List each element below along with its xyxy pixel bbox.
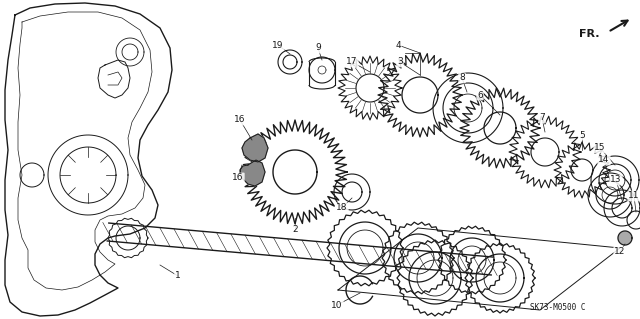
Text: 13: 13 [611, 175, 621, 184]
Text: 16: 16 [232, 174, 244, 182]
Text: FR.: FR. [579, 29, 600, 39]
Text: 17: 17 [346, 57, 358, 66]
Text: 8: 8 [459, 73, 465, 83]
Text: 11: 11 [628, 191, 640, 201]
Text: 2: 2 [292, 226, 298, 234]
Polygon shape [240, 160, 265, 186]
Text: SK73-M0500 C: SK73-M0500 C [530, 303, 586, 313]
Polygon shape [242, 134, 268, 162]
Text: 10: 10 [332, 300, 343, 309]
Polygon shape [618, 231, 632, 245]
Text: 18: 18 [336, 204, 348, 212]
Text: 3: 3 [397, 57, 403, 66]
Text: 15: 15 [595, 144, 605, 152]
Text: 14: 14 [598, 155, 610, 165]
Text: 12: 12 [614, 248, 626, 256]
Text: 1: 1 [175, 271, 181, 280]
Text: 16: 16 [234, 115, 246, 124]
Text: 6: 6 [477, 91, 483, 100]
Text: 9: 9 [315, 43, 321, 53]
Text: 5: 5 [579, 130, 585, 139]
Text: 7: 7 [539, 114, 545, 122]
Text: 4: 4 [395, 41, 401, 49]
Text: 19: 19 [272, 41, 284, 49]
